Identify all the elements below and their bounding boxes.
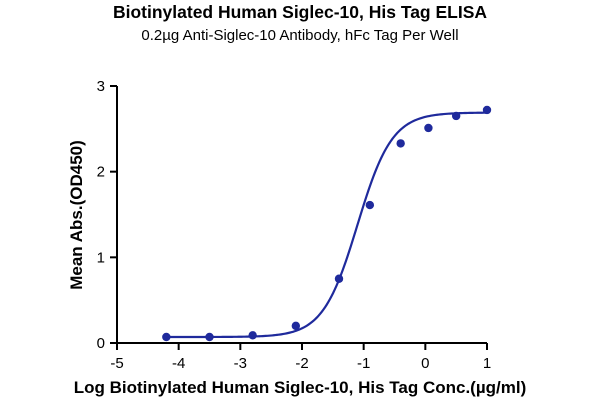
x-tick-label: 0: [421, 355, 429, 372]
data-point: [451, 111, 461, 121]
data-point: [365, 200, 375, 210]
x-tick-label: -3: [234, 355, 247, 372]
x-tick-label: -4: [172, 355, 185, 372]
chart-subtitle: 0.2µg Anti-Siglec-10 Antibody, hFc Tag P…: [141, 27, 459, 44]
x-tick-label: -5: [110, 355, 123, 372]
data-point: [205, 332, 214, 342]
data-point: [291, 321, 301, 331]
data-point: [424, 123, 433, 133]
y-tick-label: 0: [97, 335, 105, 352]
x-tick-label: -1: [357, 355, 370, 372]
data-point: [334, 274, 344, 283]
x-tick-label: 1: [483, 355, 491, 372]
data-point: [396, 139, 405, 148]
data-point: [248, 331, 257, 340]
y-axis-label: Mean Abs.(OD450): [67, 140, 86, 290]
data-points: [162, 105, 492, 342]
chart-title: Biotinylated Human Siglec-10, His Tag EL…: [112, 2, 488, 22]
y-tick-label: 3: [97, 78, 105, 95]
x-tick-label: -2: [295, 355, 308, 372]
y-tick-label: 2: [97, 164, 105, 181]
data-point: [482, 105, 492, 115]
data-point: [162, 332, 171, 342]
axes: 0 1 2 3 -5 -4 -3 -2 -1 0 1: [97, 78, 492, 372]
x-axis-label: Log Biotinylated Human Siglec-10, His Ta…: [74, 378, 526, 397]
y-tick-label: 1: [97, 249, 105, 266]
fit-curve: [166, 111, 488, 339]
